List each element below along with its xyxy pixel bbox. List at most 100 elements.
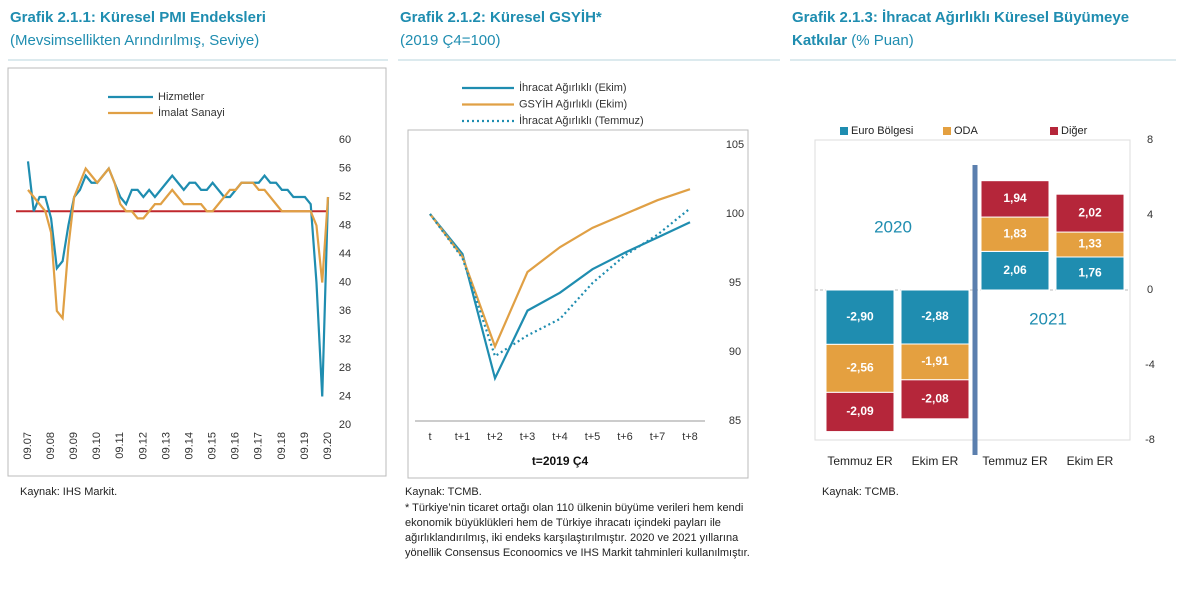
value-label: -1,91 (921, 354, 949, 368)
x-tick-label: 09.20 (322, 432, 334, 460)
panel-frame (7, 67, 387, 477)
source: Kaynak: TCMB. (405, 486, 482, 498)
y-tick-label: 8 (1147, 134, 1153, 146)
x-tick-label: t (428, 431, 431, 443)
source: Kaynak: IHS Markit. (20, 486, 118, 498)
x-tick-label: 09.18 (276, 432, 288, 460)
x-tick-label: 09.13 (160, 432, 172, 460)
footnote: * Türkiye’nin ticaret ortağı olan 110 ül… (405, 502, 750, 559)
chart-subtitle: (% Puan) (851, 32, 914, 49)
bar-segment (980, 250, 1050, 291)
x-tick-label: 09.19 (299, 432, 311, 460)
y-tick-label: 28 (339, 362, 351, 374)
x-tick-label: 09.08 (45, 432, 57, 460)
x-tick-label: t+3 (520, 431, 536, 443)
legend-label: GSYİH Ağırlıklı (Ekim) (519, 97, 627, 110)
bar-segment (1055, 256, 1125, 291)
chart-title: Grafik 2.1.2: Küresel GSYİH* (400, 9, 602, 26)
bar-segment (1055, 231, 1125, 258)
bar-segment (825, 343, 895, 393)
legend-label: Diğer (1061, 125, 1088, 137)
value-label: -2,88 (921, 309, 949, 323)
legend-label: İhracat Ağırlıklı (Temmuz) (519, 114, 644, 127)
x-tick-label: 09.11 (114, 432, 126, 459)
value-label: 1,83 (1003, 226, 1027, 240)
series-line (26, 161, 330, 397)
x-tick-label: t+7 (650, 431, 666, 443)
x-tick-label: 09.17 (253, 432, 265, 460)
bar-segment (980, 180, 1050, 218)
y-tick-label: 85 (729, 415, 741, 427)
legend-swatch (1050, 127, 1058, 135)
bar-segment (980, 216, 1050, 252)
x-tick-label: 09.16 (230, 432, 242, 460)
legend-swatch (840, 127, 848, 135)
y-tick-label: 56 (339, 162, 351, 174)
chart-subtitle: (2019 Ç4=100) (400, 32, 501, 49)
legend-label: Euro Bölgesi (851, 125, 913, 137)
y-tick-label: -4 (1145, 359, 1155, 371)
value-label: -2,09 (846, 404, 874, 418)
x-tick-label: t+5 (585, 431, 601, 443)
annotation: 2021 (1029, 309, 1067, 328)
value-label: -2,56 (846, 361, 874, 375)
value-label: 1,76 (1078, 266, 1102, 280)
legend-label: İhracat Ağırlıklı (Ekim) (519, 81, 627, 94)
y-tick-label: 4 (1147, 209, 1153, 221)
chart-title: Grafik 2.1.1: Küresel PMI Endeksleri (10, 9, 266, 26)
bar-segment (900, 289, 970, 345)
y-tick-label: 60 (339, 134, 351, 146)
y-tick-label: 90 (729, 346, 741, 358)
x-tick-label: 09.10 (91, 432, 103, 460)
chart-title: Grafik 2.1.3: İhracat Ağırlıklı Küresel … (792, 9, 1130, 49)
legend-label: ODA (954, 125, 979, 137)
bar-segment (900, 379, 970, 420)
x-tick-label: 09.07 (22, 432, 34, 460)
value-label: 1,94 (1003, 191, 1027, 205)
series-line (27, 166, 330, 321)
value-label: 2,06 (1003, 263, 1027, 277)
y-tick-label: 95 (729, 277, 741, 289)
bar-segment (825, 289, 895, 345)
x-axis-label: t=2019 Ç4 (532, 454, 589, 468)
y-tick-label: 40 (339, 276, 351, 288)
y-tick-label: 105 (726, 139, 744, 151)
legend-label: Hizmetler (158, 91, 205, 103)
value-label: 1,33 (1078, 237, 1102, 251)
panel-heading: Grafik 2.1.2: Küresel GSYİH* (2019 Ç4=10… (400, 6, 780, 52)
annotation: 2020 (874, 217, 912, 236)
source: Kaynak: TCMB. (822, 486, 899, 498)
x-tick-label: t+1 (455, 431, 471, 443)
x-tick-label: 09.15 (207, 432, 219, 460)
x-tick-label: 09.12 (137, 432, 149, 460)
panel-heading: Grafik 2.1.3: İhracat Ağırlıklı Küresel … (792, 6, 1147, 52)
x-tick-label: Temmuz ER (982, 454, 1048, 468)
series-line (429, 188, 691, 350)
x-tick-label: t+4 (552, 431, 568, 443)
panel-heading: Grafik 2.1.1: Küresel PMI Endeksleri (Me… (10, 6, 390, 52)
x-tick-label: Ekim ER (912, 454, 959, 468)
bar-segment (825, 391, 895, 433)
value-label: -2,90 (846, 309, 874, 323)
y-tick-label: 100 (726, 208, 744, 220)
x-tick-label: Ekim ER (1067, 454, 1114, 468)
x-tick-label: Temmuz ER (827, 454, 893, 468)
y-tick-label: 52 (339, 191, 351, 203)
x-tick-label: 09.14 (183, 432, 195, 460)
y-tick-label: 44 (339, 248, 351, 260)
bar-segment (1055, 193, 1125, 233)
y-tick-label: 0 (1147, 284, 1153, 296)
value-label: 2,02 (1078, 205, 1102, 219)
y-tick-label: 36 (339, 305, 351, 317)
panel-frame (407, 129, 749, 479)
chart-subtitle: (Mevsimsellikten Arındırılmış, Seviye) (10, 32, 260, 49)
legend-swatch (943, 127, 951, 135)
y-tick-label: 20 (339, 419, 351, 431)
legend-label: İmalat Sanayi (158, 106, 225, 119)
x-tick-label: t+6 (617, 431, 633, 443)
y-tick-label: -8 (1145, 434, 1155, 446)
series-line (429, 213, 691, 382)
x-tick-label: t+8 (682, 431, 698, 443)
x-tick-label: 09.09 (68, 432, 80, 460)
